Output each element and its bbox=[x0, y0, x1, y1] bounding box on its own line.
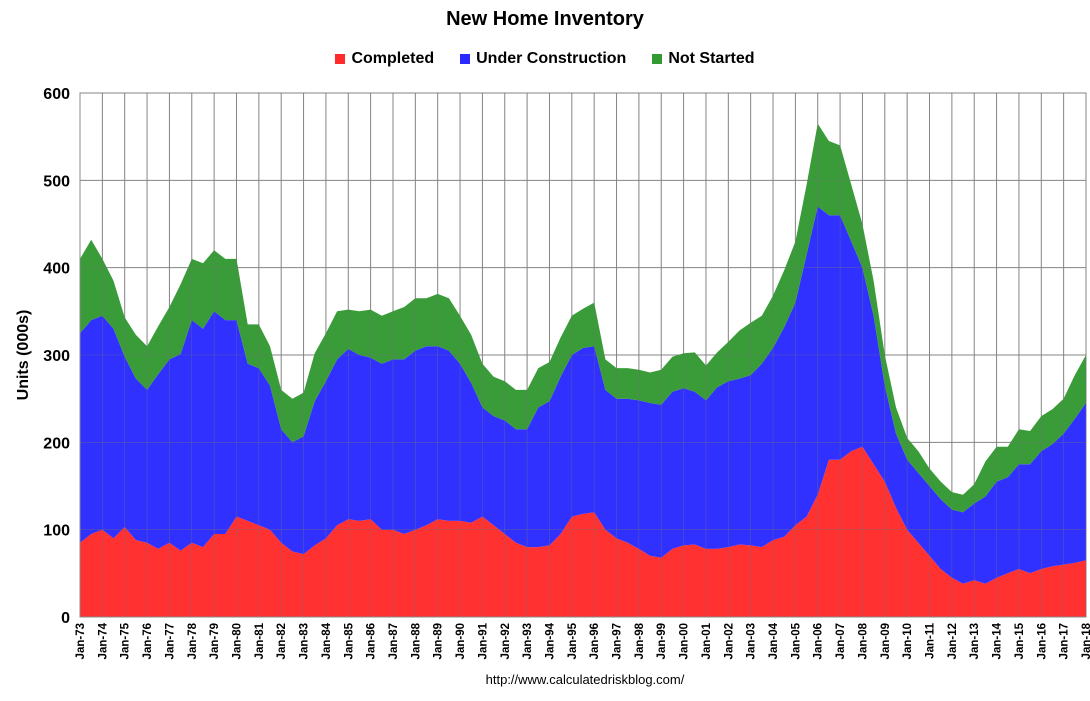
x-tick-label: Jan-14 bbox=[992, 622, 1004, 659]
y-tick-label: 100 bbox=[43, 523, 70, 540]
y-tick-label: 400 bbox=[43, 261, 70, 278]
x-tick-label: Jan-08 bbox=[857, 622, 869, 659]
x-tick-label: Jan-03 bbox=[746, 623, 758, 659]
x-tick-label: Jan-73 bbox=[75, 623, 87, 659]
y-tick-label: 600 bbox=[43, 86, 70, 103]
legend-swatch-not-started bbox=[652, 54, 663, 64]
y-tick-label: 500 bbox=[43, 173, 70, 190]
x-tick-label: Jan-18 bbox=[1081, 622, 1090, 659]
chart-legend: Completed Under Construction Not Started bbox=[0, 50, 1090, 68]
x-tick-label: Jan-01 bbox=[701, 622, 713, 659]
x-tick-label: Jan-88 bbox=[410, 622, 422, 659]
legend-label-under-construction: Under Construction bbox=[476, 50, 627, 67]
y-tick-label: 300 bbox=[43, 348, 70, 365]
x-tick-label: Jan-98 bbox=[634, 622, 646, 659]
x-tick-label: Jan-12 bbox=[947, 623, 959, 659]
x-tick-label: Jan-79 bbox=[209, 623, 221, 659]
x-tick-label: Jan-11 bbox=[925, 622, 937, 658]
legend-swatch-completed bbox=[335, 54, 346, 64]
legend-item-not-started: Not Started bbox=[652, 50, 755, 68]
legend-item-under-construction: Under Construction bbox=[460, 50, 626, 68]
x-tick-label: Jan-17 bbox=[1059, 623, 1071, 659]
x-tick-label: Jan-75 bbox=[120, 622, 132, 659]
area-layer bbox=[79, 92, 1087, 618]
legend-label-completed: Completed bbox=[351, 50, 435, 67]
x-tick-label: Jan-10 bbox=[902, 623, 914, 659]
area-not-started bbox=[80, 123, 1086, 513]
x-tick-label: Jan-97 bbox=[612, 623, 624, 659]
x-tick-label: Jan-93 bbox=[522, 623, 534, 659]
x-tick-label: Jan-89 bbox=[433, 623, 445, 659]
source-url: http://www.calculatedriskblog.com/ bbox=[485, 672, 685, 687]
x-tick-label: Jan-92 bbox=[500, 623, 512, 659]
legend-label-not-started: Not Started bbox=[668, 50, 755, 67]
x-tick-label: Jan-94 bbox=[545, 622, 557, 659]
x-tick-label: Jan-06 bbox=[813, 623, 825, 659]
y-axis-title: Units (000s) bbox=[15, 310, 32, 401]
area-under-construction bbox=[80, 206, 1086, 584]
x-tick-label: Jan-84 bbox=[321, 622, 333, 659]
x-tick-label: Jan-83 bbox=[299, 623, 311, 659]
chart-title: New Home Inventory bbox=[446, 8, 644, 30]
axis-layer: Units (000s) 0 100 200 300 400 500 600 Jan-73 Ja… bbox=[15, 86, 1090, 659]
x-tick-label: Jan-02 bbox=[723, 623, 735, 659]
x-tick-label: Jan-99 bbox=[656, 623, 668, 659]
x-tick-label: Jan-74 bbox=[97, 622, 109, 659]
x-tick-label: Jan-96 bbox=[589, 623, 601, 659]
y-tick-label: 200 bbox=[43, 435, 70, 452]
x-tick-label: Jan-09 bbox=[880, 623, 892, 659]
x-tick-label: Jan-15 bbox=[1014, 622, 1026, 659]
x-tick-label: Jan-81 bbox=[254, 622, 266, 659]
legend-item-completed: Completed bbox=[335, 50, 434, 68]
x-tick-label: Jan-86 bbox=[366, 623, 378, 659]
x-tick-label: Jan-91 bbox=[477, 622, 489, 659]
y-tick-label: 0 bbox=[61, 610, 70, 627]
x-tick-label: Jan-76 bbox=[142, 623, 154, 659]
x-tick-label: Jan-90 bbox=[455, 623, 467, 659]
x-tick-label: Jan-05 bbox=[790, 622, 802, 659]
x-tick-label: Jan-95 bbox=[567, 622, 579, 659]
x-tick-label: Jan-87 bbox=[388, 623, 400, 659]
x-tick-label: Jan-77 bbox=[164, 623, 176, 659]
legend-swatch-under-construction bbox=[460, 54, 471, 64]
x-tick-label: Jan-82 bbox=[276, 623, 288, 659]
x-tick-label: Jan-85 bbox=[343, 622, 355, 659]
x-tick-label: Jan-04 bbox=[768, 622, 780, 659]
x-tick-label: Jan-13 bbox=[969, 623, 981, 659]
x-tick-label: Jan-00 bbox=[679, 623, 691, 659]
x-tick-label: Jan-78 bbox=[187, 622, 199, 659]
x-tick-label: Jan-16 bbox=[1036, 623, 1048, 659]
area-completed bbox=[80, 446, 1086, 617]
x-tick-label: Jan-07 bbox=[835, 623, 847, 659]
x-tick-label: Jan-80 bbox=[232, 623, 244, 659]
